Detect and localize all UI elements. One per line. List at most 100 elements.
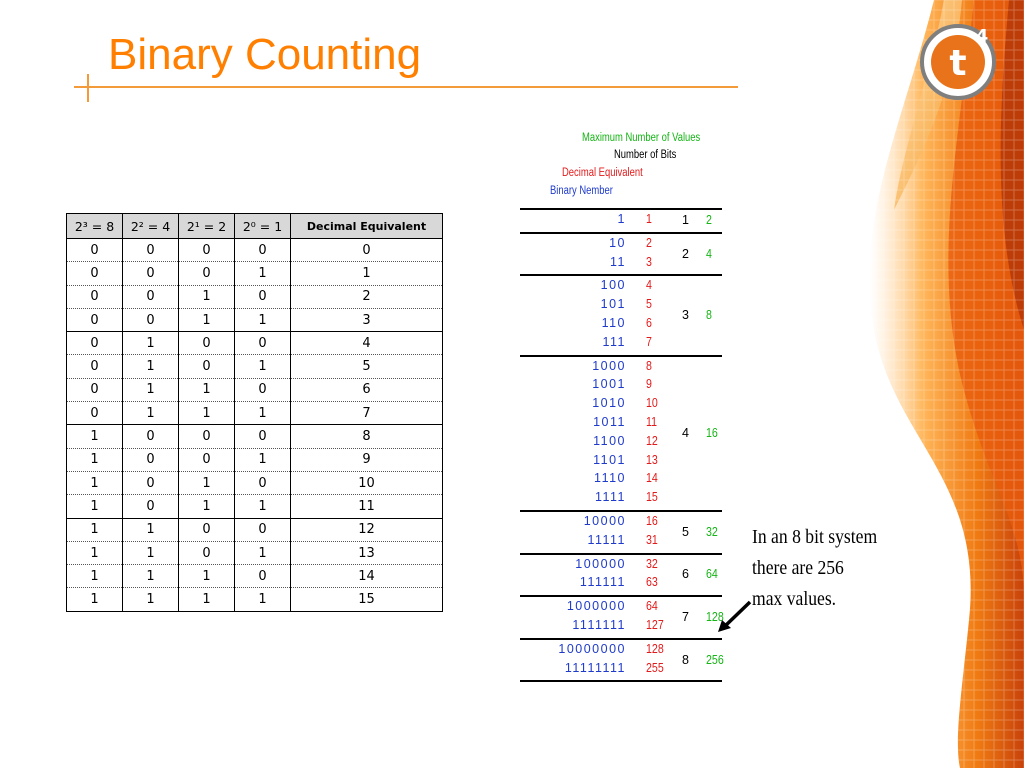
page-title: Binary Counting xyxy=(108,30,422,79)
decimal-cell: 6 xyxy=(290,378,443,403)
bit-cell: 1 xyxy=(66,471,123,496)
bit-cell: 0 xyxy=(178,238,235,263)
note-line: max values. xyxy=(752,588,837,610)
bit-cell: 0 xyxy=(234,424,291,449)
decimal-number: 128 xyxy=(646,641,664,656)
bit-cell: 1 xyxy=(234,354,291,379)
annotation-note: In an 8 bit system there are 256 max val… xyxy=(752,522,894,615)
group-divider xyxy=(520,208,722,210)
bit-cell: 0 xyxy=(178,261,235,286)
max-values: 32 xyxy=(706,524,718,539)
header-max-values: Maximum Number of Values xyxy=(582,132,701,144)
decimal-number: 11 xyxy=(646,415,658,429)
binary-counting-table: 2³ = 8 2² = 4 2¹ = 2 2⁰ = 1 Decimal Equi… xyxy=(66,213,443,612)
decimal-number: 5 xyxy=(646,297,652,312)
bit-cell: 0 xyxy=(234,331,291,356)
svg-text:t: t xyxy=(949,43,966,84)
decimal-number: 16 xyxy=(646,514,658,528)
bit-cell: 1 xyxy=(66,448,123,472)
note-line: there are 256 xyxy=(752,557,844,579)
table-row: 1 1 0 1 13 xyxy=(66,541,443,566)
binary-number: 1111111 xyxy=(572,618,626,632)
binary-number: 10000000 xyxy=(558,641,626,656)
binary-number: 1010 xyxy=(592,396,626,411)
max-values: 8 xyxy=(706,308,712,322)
bit-cell: 1 xyxy=(66,541,123,566)
bit-cell: 0 xyxy=(122,471,179,496)
binary-number: 1 xyxy=(617,212,626,226)
decimal-cell: 12 xyxy=(290,518,443,542)
header-binary-number: Binary Nember xyxy=(550,185,613,197)
decimal-number: 15 xyxy=(646,490,658,505)
bit-cell: 1 xyxy=(66,424,123,449)
binary-number: 100 xyxy=(600,278,626,293)
bit-cell: 0 xyxy=(66,285,123,309)
bit-cell: 0 xyxy=(234,285,291,309)
bit-cell: 1 xyxy=(234,308,291,333)
bit-cell: 0 xyxy=(178,518,235,542)
decimal-number: 6 xyxy=(646,316,652,330)
bit-cell: 1 xyxy=(178,471,235,496)
decimal-number: 3 xyxy=(646,254,652,269)
bit-cell: 1 xyxy=(122,587,179,612)
bit-cell: 1 xyxy=(66,587,123,612)
bit-cell: 1 xyxy=(178,308,235,333)
decimal-number: 7 xyxy=(646,334,652,349)
bit-cell: 0 xyxy=(122,424,179,449)
bit-cell: 1 xyxy=(122,378,179,403)
table-header-row: 2³ = 8 2² = 4 2¹ = 2 2⁰ = 1 Decimal Equi… xyxy=(66,213,443,239)
bit-cell: 0 xyxy=(234,471,291,496)
max-values: 128 xyxy=(706,610,724,624)
bit-cell: 1 xyxy=(178,564,235,589)
column-header: 2³ = 8 xyxy=(66,213,123,239)
decimal-cell: 3 xyxy=(290,308,443,333)
max-values: 2 xyxy=(706,213,712,228)
bit-cell: 1 xyxy=(122,541,179,566)
bit-count: 1 xyxy=(682,213,689,228)
title-underline xyxy=(74,86,738,88)
bit-cell: 0 xyxy=(234,238,291,263)
bit-cell: 0 xyxy=(66,401,123,426)
bit-cell: 1 xyxy=(178,378,235,403)
decimal-number: 12 xyxy=(646,433,658,448)
binary-number: 110 xyxy=(601,316,626,330)
bit-cell: 0 xyxy=(122,494,179,519)
binary-number: 1110 xyxy=(594,471,626,486)
decimal-number: 10 xyxy=(646,396,658,411)
binary-number: 100000 xyxy=(575,556,626,571)
binary-number: 1111 xyxy=(594,490,626,505)
bit-cell: 0 xyxy=(66,308,123,333)
table-row: 1 1 0 0 12 xyxy=(66,518,443,542)
binary-number: 11111111 xyxy=(564,660,626,675)
bit-count: 4 xyxy=(682,425,689,440)
group-divider xyxy=(520,637,722,640)
decimal-cell: 14 xyxy=(290,564,443,589)
bit-cell: 0 xyxy=(122,448,179,472)
decimal-cell: 8 xyxy=(290,424,443,449)
binary-number: 1000000 xyxy=(566,599,626,614)
bit-cell: 0 xyxy=(66,261,123,286)
bit-cell: 0 xyxy=(66,238,123,263)
column-header: 2² = 4 xyxy=(122,213,179,239)
decimal-cell: 11 xyxy=(290,494,443,519)
group-divider xyxy=(520,510,722,512)
bit-cell: 0 xyxy=(234,518,291,542)
bit-count: 5 xyxy=(682,524,689,539)
group-divider xyxy=(520,274,722,277)
bit-cell: 0 xyxy=(234,564,291,589)
binary-number: 1101 xyxy=(593,452,626,467)
decimal-number: 32 xyxy=(646,556,658,571)
bit-cell: 0 xyxy=(178,541,235,566)
header-number-of-bits: Number of Bits xyxy=(614,149,677,161)
bits-values-diagram: Maximum Number of Values Number of Bits … xyxy=(520,130,726,683)
decimal-cell: 13 xyxy=(290,541,443,566)
bit-cell: 1 xyxy=(178,401,235,426)
binary-number: 1000 xyxy=(592,358,626,373)
bit-cell: 0 xyxy=(66,354,123,379)
decorative-band xyxy=(784,0,1024,768)
